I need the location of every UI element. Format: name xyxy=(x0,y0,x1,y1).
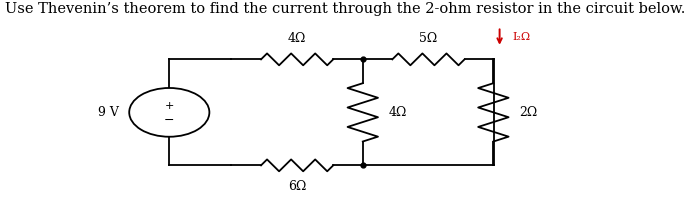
Text: −: − xyxy=(164,114,175,127)
Text: 4Ω: 4Ω xyxy=(288,32,306,45)
Text: 5Ω: 5Ω xyxy=(419,32,437,45)
Text: 4Ω: 4Ω xyxy=(389,106,408,119)
Text: 9 V: 9 V xyxy=(98,106,119,119)
Text: +: + xyxy=(164,100,174,111)
Ellipse shape xyxy=(129,88,209,137)
Text: Use Thevenin’s theorem to find the current through the 2-ohm resistor in the cir: Use Thevenin’s theorem to find the curre… xyxy=(6,2,685,16)
Text: 6Ω: 6Ω xyxy=(288,180,306,193)
Text: I₂Ω: I₂Ω xyxy=(512,32,530,42)
Text: 2Ω: 2Ω xyxy=(520,106,538,119)
